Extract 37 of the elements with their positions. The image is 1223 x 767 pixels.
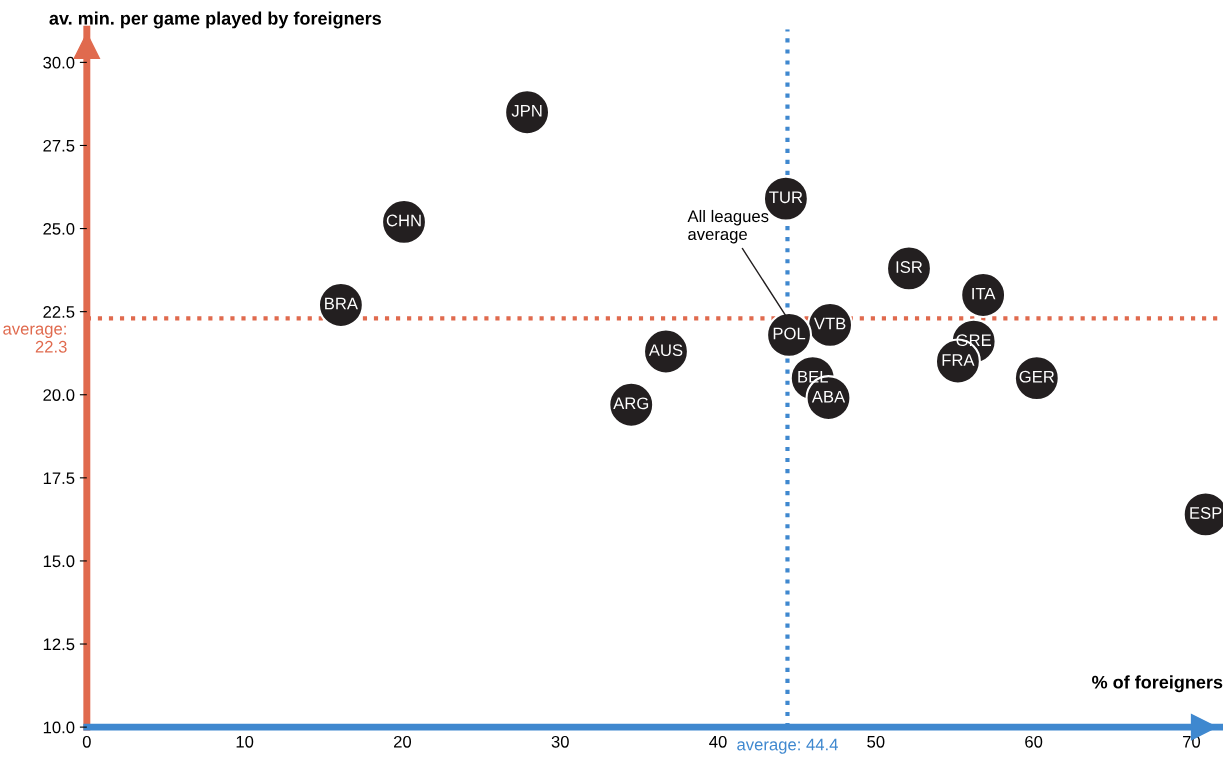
y-tick-label: 25.0 bbox=[43, 222, 75, 235]
y-tick-label: 30.0 bbox=[43, 56, 75, 69]
x-tick-label: 60 bbox=[1025, 735, 1043, 748]
x-tick-label: 0 bbox=[82, 735, 91, 748]
y-tick-label: 22.5 bbox=[43, 306, 75, 318]
x-tick-label: 40 bbox=[709, 735, 727, 748]
series-label: ITA bbox=[972, 287, 996, 300]
y-tick-label: 20.0 bbox=[43, 389, 75, 401]
annotation: All leagues average bbox=[687, 209, 769, 244]
y-tick-label: 15.0 bbox=[43, 555, 75, 568]
series-label: ISR bbox=[896, 261, 923, 273]
series-label: ABA bbox=[811, 390, 846, 403]
ref-line-label: average: 44.4 bbox=[737, 738, 838, 754]
x-tick-label: 30 bbox=[551, 735, 569, 748]
series-label: ESP bbox=[1190, 507, 1222, 519]
y-axis-title: av. min. per game played by foreigners bbox=[49, 11, 381, 29]
series-label: GRE bbox=[956, 334, 992, 347]
series-label: BEL bbox=[798, 370, 828, 383]
series-label: JPN bbox=[511, 105, 542, 117]
y-tick-label: 10.0 bbox=[43, 721, 75, 734]
series-label: GER bbox=[1019, 370, 1055, 383]
ref-line-label: average: 22.3 bbox=[3, 325, 67, 353]
x-axis-title: % of foreigners bbox=[1092, 675, 1223, 693]
series-label: TUR bbox=[769, 191, 803, 204]
series-label: VTB bbox=[813, 317, 846, 330]
series-label: FRA bbox=[942, 354, 975, 366]
x-tick-label: 20 bbox=[394, 735, 412, 748]
y-tick-label: 27.5 bbox=[43, 139, 75, 152]
x-tick-label: 10 bbox=[236, 735, 254, 748]
series-label: AUS bbox=[648, 344, 683, 357]
series-label: BRA bbox=[325, 297, 358, 310]
series-label: ARG bbox=[613, 397, 649, 410]
x-tick-label: 50 bbox=[867, 735, 885, 748]
series-label: CHN bbox=[386, 214, 421, 227]
series-label: POL bbox=[773, 327, 806, 340]
y-tick-label: 17.5 bbox=[43, 472, 75, 485]
y-tick-label: 12.5 bbox=[43, 638, 75, 651]
